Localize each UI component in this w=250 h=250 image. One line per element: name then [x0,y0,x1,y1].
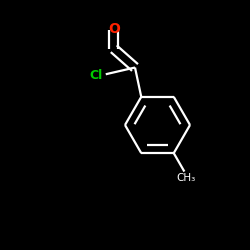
Text: CH₃: CH₃ [176,173,195,183]
Text: Cl: Cl [90,69,103,82]
Text: O: O [108,22,120,36]
